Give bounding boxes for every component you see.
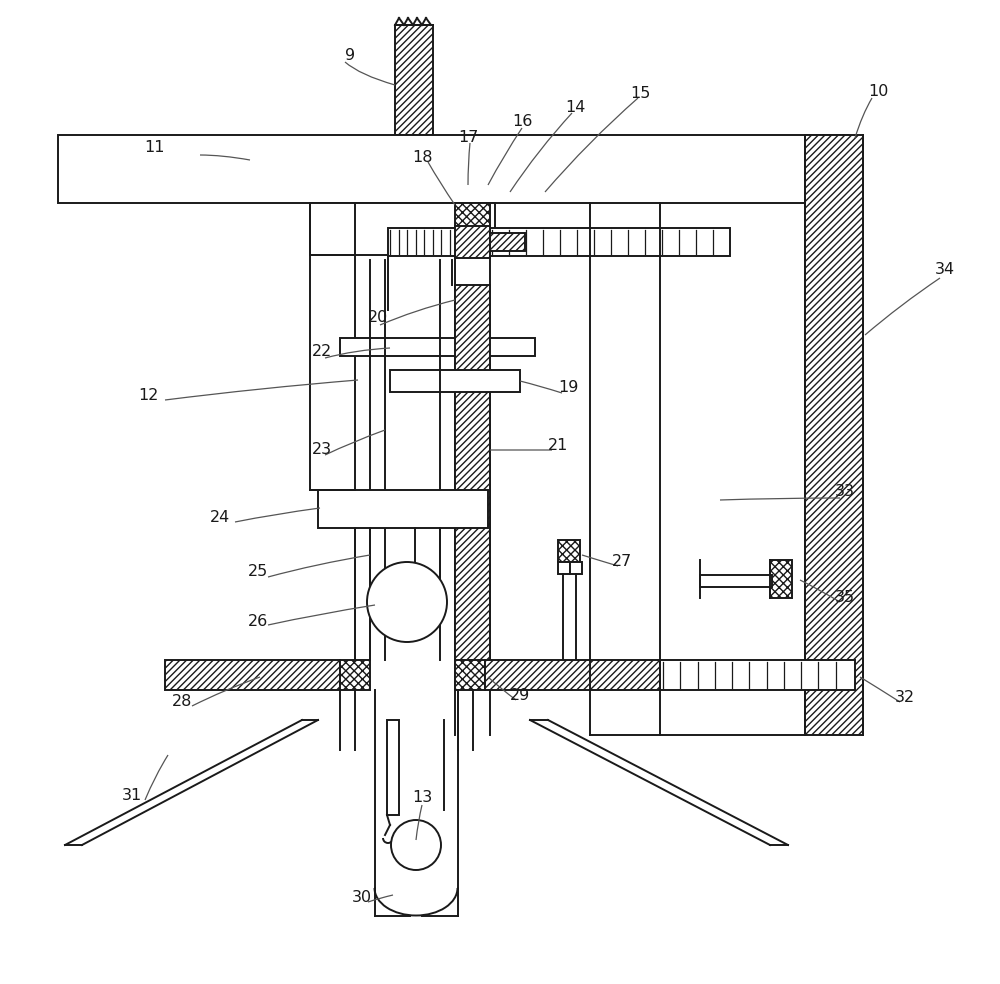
Text: 15: 15 — [630, 86, 650, 100]
Text: 25: 25 — [248, 565, 268, 580]
Bar — [490, 228, 730, 256]
Bar — [387, 720, 399, 815]
Bar — [395, 25, 433, 135]
Text: 22: 22 — [312, 344, 332, 359]
Bar — [700, 575, 772, 587]
Text: 27: 27 — [612, 555, 632, 570]
Bar — [770, 560, 792, 598]
Text: 9: 9 — [345, 47, 355, 63]
Text: 31: 31 — [122, 787, 142, 803]
Text: 26: 26 — [248, 614, 268, 630]
Bar — [490, 233, 525, 251]
Text: 21: 21 — [548, 438, 568, 453]
Bar — [455, 203, 490, 233]
Text: 11: 11 — [145, 141, 165, 155]
Bar — [58, 135, 848, 203]
Bar — [558, 562, 570, 574]
Text: 23: 23 — [312, 443, 332, 458]
Bar — [388, 228, 458, 256]
Text: 14: 14 — [565, 99, 585, 114]
Text: 35: 35 — [835, 590, 855, 605]
Bar — [455, 285, 490, 685]
Bar — [558, 540, 580, 562]
Bar — [485, 660, 660, 690]
Text: 20: 20 — [368, 311, 388, 326]
Circle shape — [391, 820, 441, 870]
Text: 19: 19 — [558, 381, 578, 396]
Bar — [340, 338, 535, 356]
Bar — [805, 135, 863, 735]
Text: 28: 28 — [172, 695, 192, 709]
Text: 10: 10 — [868, 85, 888, 99]
Text: 32: 32 — [895, 691, 915, 706]
Text: 34: 34 — [935, 263, 955, 277]
Text: 16: 16 — [512, 114, 532, 130]
Text: 17: 17 — [458, 131, 478, 146]
Bar — [165, 660, 340, 690]
Bar — [660, 660, 855, 690]
Bar — [390, 370, 520, 392]
Text: 29: 29 — [510, 688, 530, 703]
Text: 18: 18 — [412, 151, 432, 165]
Bar — [570, 562, 582, 574]
Bar — [318, 490, 488, 528]
Text: 24: 24 — [210, 511, 230, 525]
Bar — [340, 660, 370, 690]
Text: 30: 30 — [352, 891, 372, 905]
Bar — [455, 660, 485, 690]
Bar — [455, 226, 490, 258]
Bar — [310, 203, 495, 255]
Text: 12: 12 — [138, 388, 158, 402]
Text: 13: 13 — [412, 790, 432, 806]
Circle shape — [367, 562, 447, 642]
Text: 33: 33 — [835, 484, 855, 500]
